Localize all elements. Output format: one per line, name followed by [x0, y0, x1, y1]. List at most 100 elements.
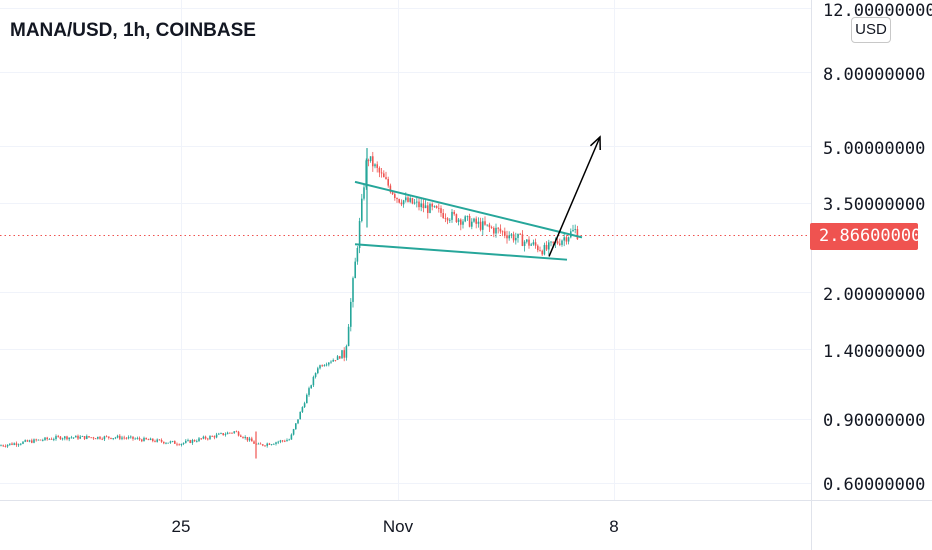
candle-body: [79, 436, 81, 439]
candle-body: [389, 185, 392, 193]
candle-body: [543, 244, 546, 255]
candle-body: [409, 198, 411, 202]
candle-body: [224, 434, 227, 436]
candle-body: [42, 440, 44, 441]
candle-body: [565, 237, 568, 242]
candle-body: [354, 261, 356, 279]
candle-body: [114, 437, 117, 439]
annotations: [354, 135, 601, 261]
candle-body: [270, 444, 273, 446]
price-tick-label: 8.00000000: [823, 65, 925, 85]
candle-body: [563, 237, 565, 241]
time-tick-label: 25: [172, 517, 191, 536]
candle-body: [350, 301, 352, 327]
price-axis[interactable]: 12.00000000 8.00000000 5.00000000 3.5000…: [823, 1, 932, 495]
candle-body: [508, 235, 510, 239]
candle-body: [15, 443, 18, 445]
candle-body: [48, 438, 51, 440]
candle-body: [218, 433, 220, 435]
candle-body: [312, 376, 315, 386]
candle-body: [561, 240, 563, 245]
candle-body: [209, 436, 211, 439]
current-price-tag: 2.86600000: [810, 223, 921, 250]
candle-body: [345, 346, 348, 358]
candle-body: [552, 241, 554, 243]
candle-body: [110, 437, 112, 439]
candle-body: [189, 440, 191, 443]
candle-body: [37, 439, 40, 441]
candle-body: [532, 242, 535, 245]
candle-body: [191, 440, 194, 443]
candle-body: [501, 231, 504, 233]
candle-body: [446, 218, 449, 221]
candle-body: [207, 438, 209, 440]
candle-body: [231, 432, 233, 434]
symbol-title: MANA/USD, 1h, COINBASE: [10, 20, 256, 41]
candle-body: [321, 365, 323, 367]
candle-body: [200, 438, 202, 440]
time-tick-label: 8: [609, 517, 618, 536]
price-tick-label: 3.50000000: [823, 195, 925, 215]
currency-badge[interactable]: USD: [851, 17, 891, 43]
candle-body: [431, 203, 433, 207]
candle-body: [303, 403, 306, 408]
candle-body: [385, 177, 387, 180]
candle-body: [464, 216, 466, 222]
wedge-upper-line[interactable]: [354, 180, 583, 239]
candle-body: [475, 218, 477, 224]
candle-body: [314, 373, 317, 377]
candle-body: [530, 244, 532, 246]
price-tick-label: 0.60000000: [823, 475, 925, 495]
candle-body: [433, 205, 436, 207]
candle-body: [550, 241, 552, 243]
candle-body: [416, 201, 418, 203]
candle-body: [290, 434, 293, 440]
candle-body: [497, 227, 499, 229]
candle-body: [251, 438, 253, 442]
candle-body: [55, 436, 57, 440]
candle-body: [94, 438, 97, 440]
candle-body: [288, 439, 290, 441]
candle-body: [279, 440, 282, 442]
candle-body: [24, 440, 26, 442]
candle-body: [50, 438, 53, 440]
candle-body: [101, 438, 103, 440]
arrow-head-icon: [589, 135, 601, 151]
candle-body: [358, 221, 361, 249]
breakout-arrow[interactable]: [548, 136, 601, 257]
candle-body: [548, 242, 550, 250]
candle-body: [83, 436, 86, 439]
candle-body: [11, 443, 13, 445]
candle-body: [13, 443, 15, 445]
candle-body: [132, 436, 134, 439]
wedge-lower-line[interactable]: [354, 243, 568, 261]
candle-body: [515, 237, 517, 241]
candle-body: [222, 433, 224, 436]
candle-body: [356, 248, 359, 262]
candle-body: [213, 436, 216, 438]
candle-body: [306, 394, 308, 404]
candle-body: [372, 156, 374, 167]
candle-body: [167, 442, 169, 444]
candle-body: [220, 433, 222, 434]
time-axis[interactable]: 25 Nov 8: [172, 517, 619, 536]
candle-body: [449, 219, 451, 221]
candle-body: [105, 436, 108, 438]
candle-body: [160, 440, 163, 442]
candle-body: [92, 437, 95, 439]
candle-body: [323, 365, 326, 367]
candle-body: [343, 350, 345, 358]
candle-body: [435, 205, 438, 208]
candle-body: [119, 435, 121, 439]
candle-body: [444, 217, 447, 219]
candle-body: [163, 441, 165, 444]
candle-body: [495, 227, 497, 234]
candle-body: [121, 437, 123, 439]
candle-body: [572, 229, 574, 232]
candle-body: [545, 244, 548, 250]
candle-body: [347, 326, 350, 347]
candle-body: [451, 211, 453, 220]
candle-body: [292, 429, 295, 435]
candle-body: [277, 441, 279, 443]
